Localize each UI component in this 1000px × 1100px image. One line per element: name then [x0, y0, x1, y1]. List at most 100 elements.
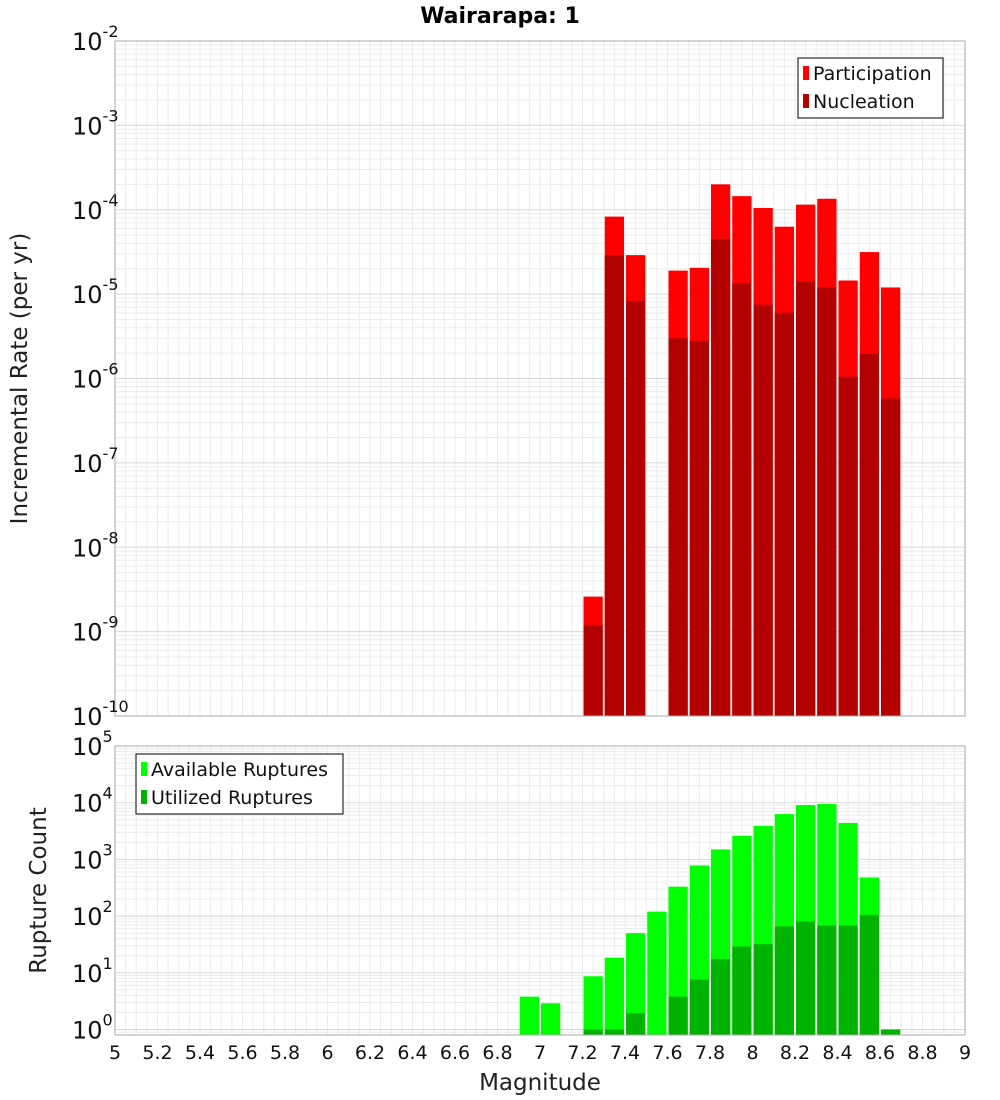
x-tick-label: 6.6 [440, 1042, 470, 1064]
bar [583, 624, 603, 716]
bar [541, 1003, 561, 1035]
y-tick-label: 104 [72, 784, 113, 818]
y-tick-label: 10-10 [72, 697, 129, 731]
x-tick-label: 8 [746, 1042, 758, 1064]
y-tick-base: 10 [72, 1017, 103, 1045]
x-tick-label: 5.2 [142, 1042, 172, 1064]
bar [774, 312, 794, 716]
bar [753, 304, 773, 716]
y-tick-exponent: -9 [103, 613, 119, 632]
y-tick-exponent: -4 [103, 191, 119, 210]
bar [604, 957, 624, 1035]
y-tick-base: 10 [72, 846, 103, 874]
bar [647, 911, 667, 1035]
bar [604, 1029, 624, 1035]
bar [604, 255, 624, 716]
y-axis-title-count: Rupture Count [26, 807, 52, 973]
y-tick-base: 10 [72, 28, 103, 56]
chart-title: Wairarapa: 1 [420, 4, 580, 29]
x-tick-label: 6.4 [397, 1042, 427, 1064]
legend-swatch [803, 66, 809, 80]
y-tick-exponent: -6 [103, 360, 119, 379]
y-tick-exponent: 0 [103, 1011, 113, 1030]
y-tick-label: 101 [72, 954, 113, 988]
y-tick-label: 10-9 [72, 613, 119, 647]
x-tick-label: 7.2 [567, 1042, 597, 1064]
y-tick-exponent: 4 [103, 784, 113, 803]
y-axis-title-rate: Incremental Rate (per yr) [7, 233, 33, 525]
bar [519, 996, 539, 1035]
rate-panel: 10-1010-910-810-710-610-510-410-310-2Inc… [7, 22, 966, 731]
y-tick-base: 10 [72, 903, 103, 931]
legend-label: Utilized Ruptures [151, 787, 313, 809]
bar [626, 933, 646, 1035]
y-tick-label: 10-2 [72, 22, 119, 56]
y-tick-base: 10 [72, 197, 103, 225]
legend-box [797, 57, 944, 119]
x-tick-label: 9 [959, 1042, 971, 1064]
x-tick-label: 5.6 [227, 1042, 257, 1064]
y-tick-label: 10-4 [72, 191, 119, 225]
grid-rate [114, 40, 966, 717]
bar [689, 979, 709, 1035]
bar [753, 944, 773, 1035]
x-tick-label: 7 [534, 1042, 546, 1064]
legend-box [135, 753, 344, 815]
bar [838, 925, 858, 1035]
y-tick-exponent: -8 [103, 528, 119, 547]
bar [732, 946, 752, 1035]
bar [859, 914, 879, 1035]
x-tick-label: 5.8 [270, 1042, 300, 1064]
legend-label: Available Ruptures [151, 759, 328, 781]
legend-count: Available Ruptures Utilized Ruptures [135, 753, 344, 815]
y-tick-base: 10 [72, 733, 103, 761]
bar [711, 959, 731, 1035]
x-tick-label: 8.4 [822, 1042, 852, 1064]
x-tick-label: 8.6 [865, 1042, 895, 1064]
bar [689, 340, 709, 716]
bar [626, 1013, 646, 1035]
series-utilized-ruptures [583, 914, 901, 1035]
x-tick-label: 6.8 [482, 1042, 512, 1064]
y-tick-base: 10 [72, 450, 103, 478]
y-tick-label: 102 [72, 897, 113, 931]
bar [838, 376, 858, 716]
y-tick-label: 10-7 [72, 444, 119, 478]
bar [796, 281, 816, 716]
x-tick-label: 5 [109, 1042, 121, 1064]
y-tick-exponent: -10 [103, 697, 129, 716]
x-tick-label: 7.6 [652, 1042, 682, 1064]
y-tick-label: 10-6 [72, 360, 119, 394]
bar [583, 976, 603, 1035]
y-tick-base: 10 [72, 960, 103, 988]
legend-rate: Participation Nucleation [797, 57, 944, 119]
plot-border-count [114, 745, 966, 1036]
y-tick-exponent: -3 [103, 106, 119, 125]
legend-label: Nucleation [813, 91, 915, 113]
bar [881, 1029, 901, 1035]
y-tick-label: 100 [72, 1011, 113, 1045]
x-tick-label: 5.4 [185, 1042, 215, 1064]
bar [881, 398, 901, 716]
x-tick-label: 7.4 [610, 1042, 640, 1064]
y-tick-exponent: 5 [103, 727, 113, 746]
bar [711, 239, 731, 716]
x-tick-label: 6.2 [355, 1042, 385, 1064]
x-tick-label: 7.8 [695, 1042, 725, 1064]
bar [774, 926, 794, 1035]
x-tick-label: 6 [321, 1042, 333, 1064]
legend-swatch [803, 94, 809, 108]
bar [668, 338, 688, 716]
bar [668, 996, 688, 1035]
y-tick-label: 10-8 [72, 528, 119, 562]
y-tick-exponent: -7 [103, 444, 119, 463]
y-tick-base: 10 [72, 366, 103, 394]
y-tick-exponent: -2 [103, 22, 119, 41]
bar [583, 1029, 603, 1035]
y-tick-base: 10 [72, 619, 103, 647]
y-tick-base: 10 [72, 534, 103, 562]
